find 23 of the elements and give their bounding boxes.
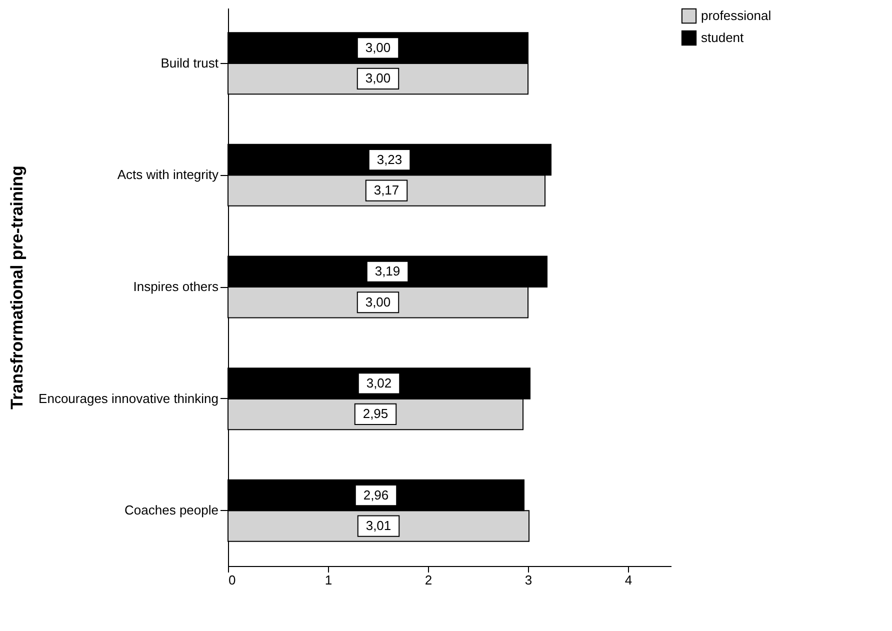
y-tick-label: Inspires others bbox=[133, 279, 219, 294]
x-tick-label: 4 bbox=[624, 572, 632, 588]
y-axis-title: Transfrormational pre-training bbox=[8, 166, 27, 410]
data-label: 3,17 bbox=[374, 182, 400, 198]
data-label: 3,00 bbox=[365, 70, 391, 86]
data-label: 3,23 bbox=[376, 152, 402, 167]
data-label: 2,95 bbox=[362, 406, 388, 422]
y-tick-label: Coaches people bbox=[124, 502, 218, 518]
y-tick-label: Build trust bbox=[160, 55, 219, 70]
data-label: 3,02 bbox=[366, 375, 392, 390]
data-label: 3,00 bbox=[365, 294, 391, 310]
x-tick-label: 0 bbox=[228, 572, 236, 588]
y-tick-label: Encourages innovative thinking bbox=[38, 390, 218, 406]
data-label: 3,00 bbox=[365, 40, 391, 55]
x-tick-label: 2 bbox=[424, 572, 432, 588]
data-label: 2,96 bbox=[363, 487, 389, 502]
data-label: 3,01 bbox=[366, 518, 392, 534]
y-tick-label: Acts with integrity bbox=[117, 167, 219, 182]
legend-label: professional bbox=[701, 8, 772, 23]
x-tick-label: 3 bbox=[524, 572, 532, 588]
data-label: 3,19 bbox=[374, 264, 400, 279]
x-tick-label: 1 bbox=[324, 572, 332, 588]
legend-label: student bbox=[701, 30, 744, 45]
